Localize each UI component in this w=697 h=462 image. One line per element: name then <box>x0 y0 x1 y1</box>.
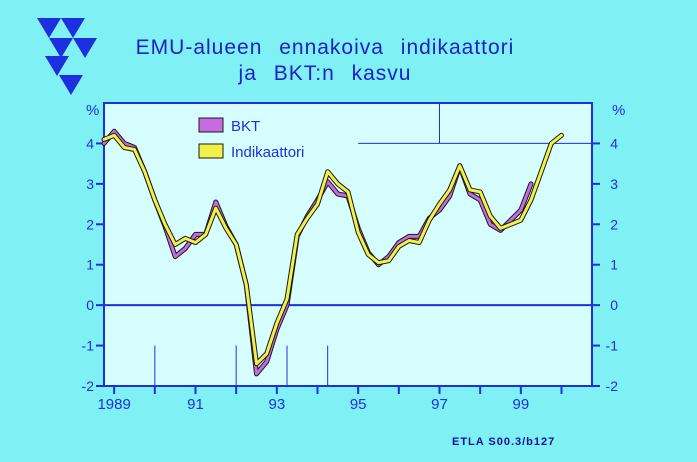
legend-label: BKT <box>231 118 260 135</box>
y-tick-label-right: 0 <box>610 297 618 313</box>
y-tick-label-left: 2 <box>86 216 94 232</box>
y-tick-label-right: -2 <box>606 378 619 394</box>
x-tick-label: 95 <box>350 396 367 413</box>
y-axis-unit-right: % <box>612 102 625 119</box>
x-tick-label: 93 <box>268 396 285 413</box>
series-line-indikaattori <box>102 133 563 366</box>
y-tick-label-right: 3 <box>610 176 618 192</box>
y-tick-label-left: -2 <box>82 378 95 394</box>
legend-swatch <box>198 143 224 159</box>
y-tick-label-left: 4 <box>86 135 94 151</box>
y-tick-label-right: 1 <box>610 257 618 273</box>
x-tick-label: 91 <box>187 396 204 413</box>
source-note: ETLA S00.3/b127 <box>452 436 556 448</box>
etla-logo-icon <box>37 18 97 95</box>
chart-title-line-2: ja BKT:n kasvu <box>238 62 412 85</box>
legend-label: Indikaattori <box>231 144 304 161</box>
y-tick-label-left: 3 <box>86 176 94 192</box>
x-tick-label: 97 <box>431 396 448 413</box>
y-tick-label-left: -1 <box>82 338 95 354</box>
legend-swatch <box>198 117 224 133</box>
y-tick-label-left: 0 <box>86 297 94 313</box>
chart-title-line-1: EMU-alueen ennakoiva indikaattori <box>135 36 515 59</box>
y-tick-label-left: 1 <box>86 257 94 273</box>
x-tick-label: 99 <box>512 396 529 413</box>
y-tick-label-right: 4 <box>610 135 618 151</box>
y-axis-unit-left: % <box>86 102 99 119</box>
y-tick-label-right: 2 <box>610 216 618 232</box>
y-tick-label-right: -1 <box>606 338 619 354</box>
x-tick-label: 1989 <box>97 396 130 413</box>
